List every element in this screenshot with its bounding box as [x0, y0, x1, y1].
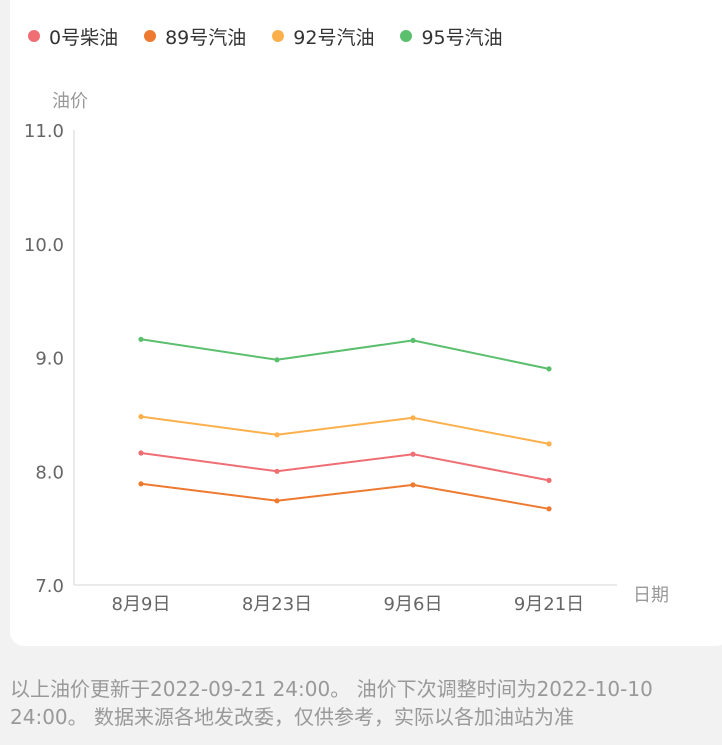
series-3-point-0	[138, 336, 144, 342]
y-tick-label-0: 7.0	[35, 576, 64, 597]
series-3-point-3	[546, 366, 552, 372]
series-0-point-3	[546, 477, 552, 483]
legend-dot-3	[400, 30, 413, 42]
series-1-point-2	[410, 482, 416, 488]
series-line-3	[140, 338, 550, 370]
x-tick-label-0: 8月9日	[112, 594, 171, 615]
legend-label-1: 89号汽油	[165, 26, 247, 49]
series-line-0	[140, 452, 550, 482]
legend-dot-2	[272, 30, 285, 42]
series-0-point-2	[410, 451, 416, 457]
legend-dot-0	[28, 30, 40, 42]
y-tick-label-1: 8.0	[35, 462, 64, 483]
y-tick-label-3: 10.0	[24, 235, 64, 256]
series-0-point-1	[274, 468, 280, 474]
series-line-2	[140, 415, 550, 445]
series-2-point-0	[138, 414, 144, 420]
series-1-point-1	[274, 498, 280, 504]
series-1-point-3	[546, 506, 552, 512]
legend-label-0: 0号柴油	[49, 26, 119, 49]
series-line-1	[140, 482, 550, 510]
x-tick-label-3: 9月21日	[514, 594, 584, 615]
legend-item-0[interactable]: 0号柴油	[28, 23, 118, 50]
series-3-point-2	[410, 337, 416, 343]
series-3-point-1	[274, 357, 280, 363]
x-tick-label-1: 8月23日	[242, 594, 312, 615]
footer-note: 以上油价更新于2022-09-21 24:00。 油价下次调整时间为2022-1…	[10, 677, 653, 729]
y-tick-label-2: 9.0	[35, 349, 64, 370]
chart-card	[10, 0, 722, 646]
series-1-point-0	[138, 481, 144, 487]
y-axis-title: 油价	[52, 91, 88, 112]
x-axis-title: 日期	[633, 585, 669, 606]
legend: 0号柴油 89号汽油 92号汽油 95号汽油	[28, 22, 529, 50]
x-tick-label-2: 9月6日	[384, 594, 443, 615]
legend-item-2[interactable]: 92号汽油	[272, 23, 374, 50]
legend-label-3: 95号汽油	[421, 26, 503, 49]
y-tick-label-4: 11.0	[24, 121, 64, 142]
legend-label-2: 92号汽油	[293, 26, 375, 49]
legend-item-3[interactable]: 95号汽油	[400, 23, 503, 50]
legend-dot-1	[144, 30, 157, 42]
series-2-point-2	[410, 415, 416, 421]
series-2-point-1	[274, 432, 280, 438]
series-2-point-3	[546, 441, 552, 447]
legend-item-1[interactable]: 89号汽油	[144, 23, 246, 50]
series-0-point-0	[138, 450, 144, 456]
